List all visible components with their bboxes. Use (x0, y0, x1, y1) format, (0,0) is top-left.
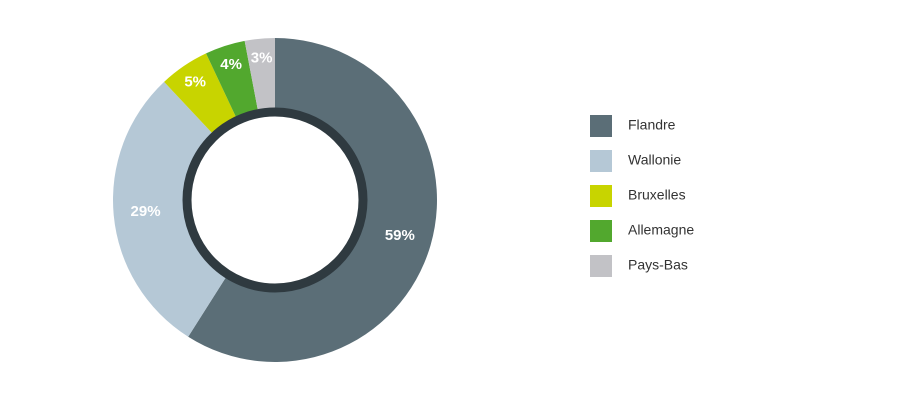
data-label: 29% (131, 203, 161, 220)
slice (244, 38, 275, 118)
legend-label: Allemagne (628, 222, 694, 238)
legend-swatch (590, 150, 612, 172)
data-label: 59% (385, 227, 415, 244)
legend-swatch (590, 255, 612, 277)
data-labels: 59% 29% 5% 4% 3% (131, 50, 415, 245)
data-label: 4% (220, 56, 242, 73)
slice (164, 53, 240, 139)
legend-swatch (590, 220, 612, 242)
legend-swatch (590, 115, 612, 137)
legend-label: Flandre (628, 117, 676, 133)
data-label: 5% (184, 74, 206, 91)
data-label: 3% (251, 50, 273, 67)
donut-hole (182, 107, 368, 293)
slice (206, 40, 260, 124)
legend-label: Wallonie (628, 152, 681, 168)
legend-swatch (590, 185, 612, 207)
legend: Flandre Wallonie Bruxelles Allemagne Pays-Ba… (590, 115, 694, 277)
legend-label: Pays-Bas (628, 257, 688, 273)
legend-label: Bruxelles (628, 187, 686, 203)
